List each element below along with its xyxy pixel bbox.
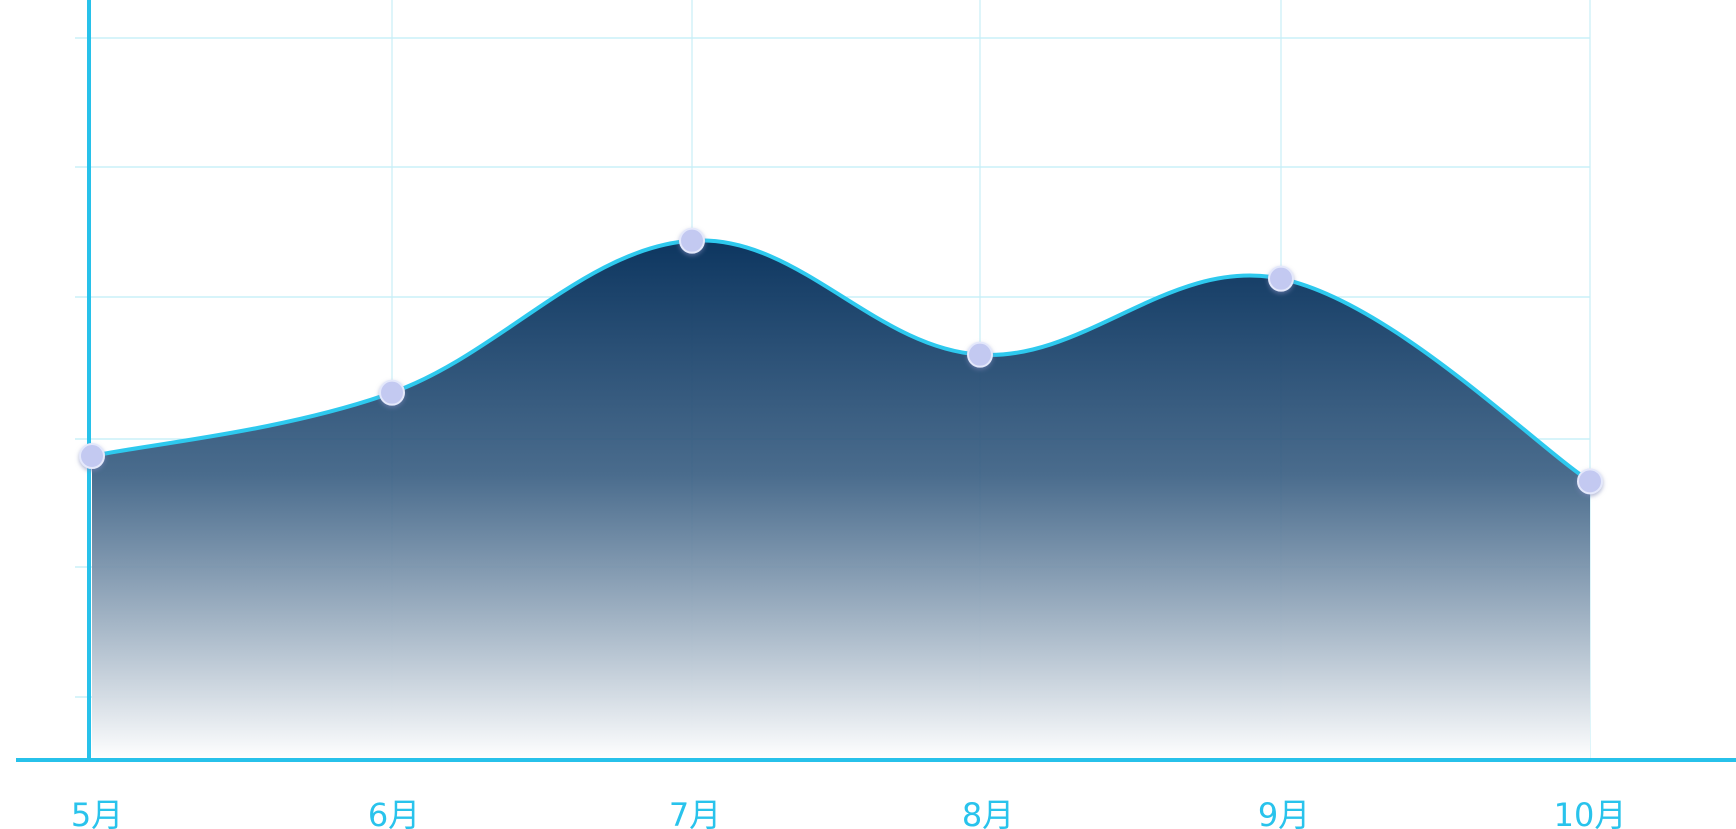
x-tick-label: 5月 bbox=[71, 796, 123, 829]
series-area-fill bbox=[92, 240, 1590, 760]
data-point-3[interactable] bbox=[967, 341, 993, 368]
x-tick-label: 7月 bbox=[669, 796, 721, 829]
data-points bbox=[79, 227, 1603, 495]
data-point-5[interactable] bbox=[1577, 468, 1603, 495]
data-point-0[interactable] bbox=[79, 443, 105, 469]
data-point-4[interactable] bbox=[1268, 265, 1294, 292]
x-tick-label: 8月 bbox=[962, 796, 1014, 829]
area-layer bbox=[91, 238, 1592, 760]
data-point-2[interactable] bbox=[679, 227, 705, 254]
x-tick-label: 9月 bbox=[1258, 796, 1310, 829]
x-tick-labels: 5月 6月 7月 8月 9月 10月 bbox=[71, 796, 1627, 829]
series-line bbox=[91, 238, 1592, 484]
x-tick-label: 6月 bbox=[368, 796, 420, 829]
data-point-1[interactable] bbox=[379, 379, 405, 406]
axes bbox=[16, 0, 1736, 762]
x-tick-label: 10月 bbox=[1554, 796, 1627, 829]
